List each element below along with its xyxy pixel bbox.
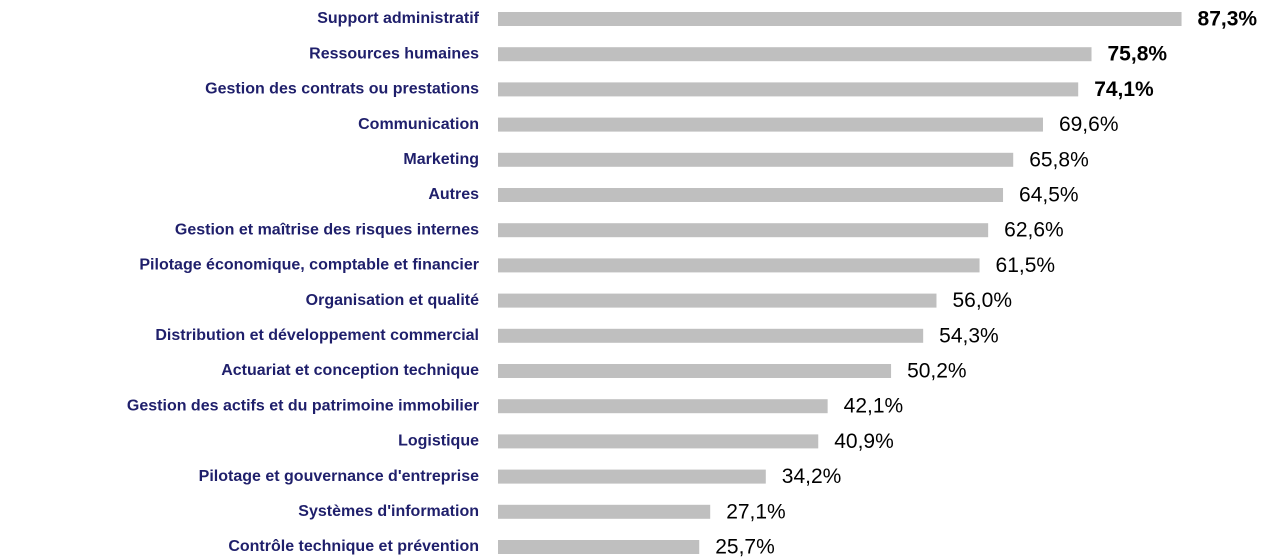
- category-label: Pilotage et gouvernance d'entreprise: [199, 468, 479, 485]
- value-label: 74,1%: [1094, 78, 1154, 101]
- category-label: Contrôle technique et prévention: [228, 538, 479, 555]
- value-label: 42,1%: [844, 395, 904, 418]
- bar: [498, 504, 711, 519]
- category-label: Communication: [358, 116, 479, 133]
- bar: [498, 82, 1079, 97]
- bar: [498, 434, 819, 449]
- bar: [498, 399, 828, 414]
- value-label: 87,3%: [1198, 8, 1258, 31]
- category-label: Gestion et maîtrise des risques internes: [175, 221, 479, 238]
- value-label: 27,1%: [726, 500, 786, 523]
- value-label: 56,0%: [952, 289, 1012, 312]
- category-label: Pilotage économique, comptable et financ…: [139, 257, 479, 274]
- value-label: 61,5%: [996, 254, 1056, 277]
- category-label: Actuariat et conception technique: [221, 362, 479, 379]
- value-label: 69,6%: [1059, 113, 1119, 136]
- category-label: Logistique: [398, 433, 479, 450]
- bar: [498, 364, 892, 378]
- value-label: 62,6%: [1004, 219, 1064, 242]
- bar: [498, 469, 766, 484]
- bar: [498, 188, 1004, 202]
- category-label: Marketing: [403, 151, 479, 168]
- category-label: Ressources humaines: [309, 45, 479, 62]
- value-label: 34,2%: [782, 465, 842, 488]
- bar: [498, 258, 980, 273]
- bar: [498, 223, 989, 238]
- category-label: Systèmes d'information: [298, 503, 479, 520]
- bar: [498, 12, 1182, 26]
- value-label: 40,9%: [834, 430, 894, 453]
- value-label: 54,3%: [939, 324, 999, 347]
- value-label: 75,8%: [1108, 43, 1168, 66]
- category-label: Gestion des actifs et du patrimoine immo…: [127, 397, 479, 414]
- bar: [498, 328, 924, 343]
- value-label: 65,8%: [1029, 148, 1089, 171]
- bar: [498, 540, 700, 554]
- value-label: 50,2%: [907, 360, 967, 383]
- bar: [498, 152, 1014, 167]
- category-label: Support administratif: [317, 10, 479, 27]
- category-label: Autres: [428, 186, 479, 203]
- bar: [498, 293, 937, 308]
- bar: [498, 47, 1092, 62]
- category-label: Distribution et développement commercial: [155, 327, 479, 344]
- value-label: 64,5%: [1019, 184, 1079, 207]
- value-label: 25,7%: [715, 536, 775, 558]
- bar: [498, 117, 1043, 132]
- category-label: Gestion des contrats ou prestations: [205, 81, 479, 98]
- category-label: Organisation et qualité: [306, 292, 479, 309]
